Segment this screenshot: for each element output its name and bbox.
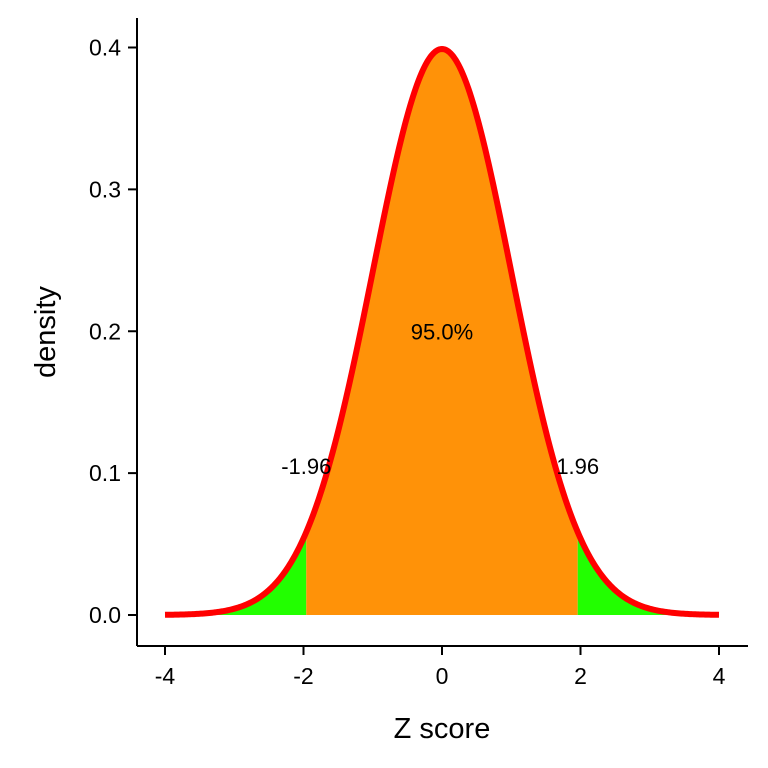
x-tick-label: 2 (574, 663, 587, 689)
shaded-regions (165, 49, 719, 615)
y-tick-label: 0.4 (89, 35, 121, 61)
annotation-label: 1.96 (556, 454, 599, 479)
x-axis-title: Z score (394, 713, 491, 745)
x-axis-ticks: -4 -2 0 2 4 (155, 646, 726, 689)
x-tick-label: 0 (436, 663, 449, 689)
region-2 (577, 532, 719, 615)
annotation-label: -1.96 (281, 454, 331, 479)
x-tick-label: 4 (713, 663, 726, 689)
region-0 (165, 532, 307, 615)
x-tick-label: -4 (155, 663, 176, 689)
density-curve (163, 46, 721, 618)
y-axis-title: density (30, 286, 62, 378)
annotation-label: 95.0% (411, 319, 473, 344)
y-tick-label: 0.0 (89, 602, 121, 628)
y-tick-label: 0.3 (89, 176, 121, 202)
region-1 (306, 49, 578, 615)
y-axis-ticks: 0.0 0.1 0.2 0.3 0.4 (89, 35, 137, 628)
annotations: 95.0% -1.96 1.96 (281, 319, 599, 479)
y-tick-label: 0.2 (89, 318, 121, 344)
y-tick-label: 0.1 (89, 460, 121, 486)
x-tick-label: -2 (293, 663, 313, 689)
